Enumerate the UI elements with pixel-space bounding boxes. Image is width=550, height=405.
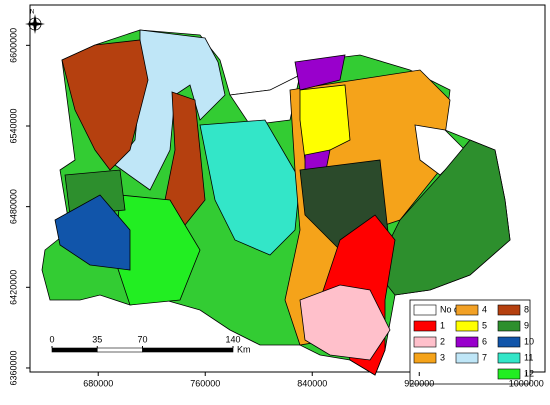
compass-rose (25, 14, 45, 34)
compass-label: N (30, 10, 34, 16)
region (294, 54, 346, 91)
legend-swatch (413, 352, 437, 364)
legend-swatch (413, 336, 437, 348)
legend-label: 6 (482, 336, 487, 346)
legend-label: 11 (524, 352, 533, 362)
scale-unit: Km (237, 344, 251, 354)
legend-label: 9 (524, 320, 529, 330)
region (199, 119, 301, 256)
scale-label: 70 (137, 334, 147, 344)
legend-swatch (455, 304, 479, 316)
legend-swatch (497, 368, 521, 380)
y-tick-label: 6480000 (8, 189, 18, 224)
scale-segment (142, 347, 234, 353)
legend-label: 3 (440, 352, 445, 362)
legend-swatch (455, 320, 479, 332)
scale-segment (51, 347, 98, 353)
y-tick-label: 6600000 (8, 28, 18, 63)
legend-swatch (413, 304, 437, 316)
x-tick-label: 1000000 (509, 378, 544, 388)
x-tick-label: 840000 (297, 378, 327, 388)
y-tick-label: 6360000 (8, 350, 18, 385)
legend-swatch (455, 336, 479, 348)
x-tick-label: 760000 (190, 378, 220, 388)
region (299, 284, 391, 361)
legend-label: 7 (482, 352, 487, 362)
legend-label: 8 (524, 304, 529, 314)
region (54, 194, 131, 271)
legend-swatch (497, 352, 521, 364)
scale-segment (96, 347, 143, 353)
legend-label: 1 (440, 320, 445, 330)
legend-swatch (413, 320, 437, 332)
legend-swatch (455, 352, 479, 364)
region (61, 39, 149, 171)
y-tick-label: 6420000 (8, 270, 18, 305)
legend-swatch (497, 336, 521, 348)
compass: N (25, 10, 45, 34)
scale-label: 140 (225, 334, 240, 344)
legend-label: 12 (524, 368, 534, 378)
x-tick-label: 920000 (404, 378, 434, 388)
legend-swatch (497, 320, 521, 332)
legend-swatch (497, 304, 521, 316)
region (64, 169, 126, 216)
legend-label: 5 (482, 320, 487, 330)
scale-label: 0 (49, 334, 54, 344)
legend-label: 10 (524, 336, 534, 346)
legend-label: 2 (440, 336, 445, 346)
legend-label: 4 (482, 304, 487, 314)
y-tick-label: 6540000 (8, 108, 18, 143)
regions (41, 29, 511, 376)
x-tick-label: 680000 (83, 378, 113, 388)
scale-label: 35 (92, 334, 102, 344)
region (374, 139, 511, 296)
